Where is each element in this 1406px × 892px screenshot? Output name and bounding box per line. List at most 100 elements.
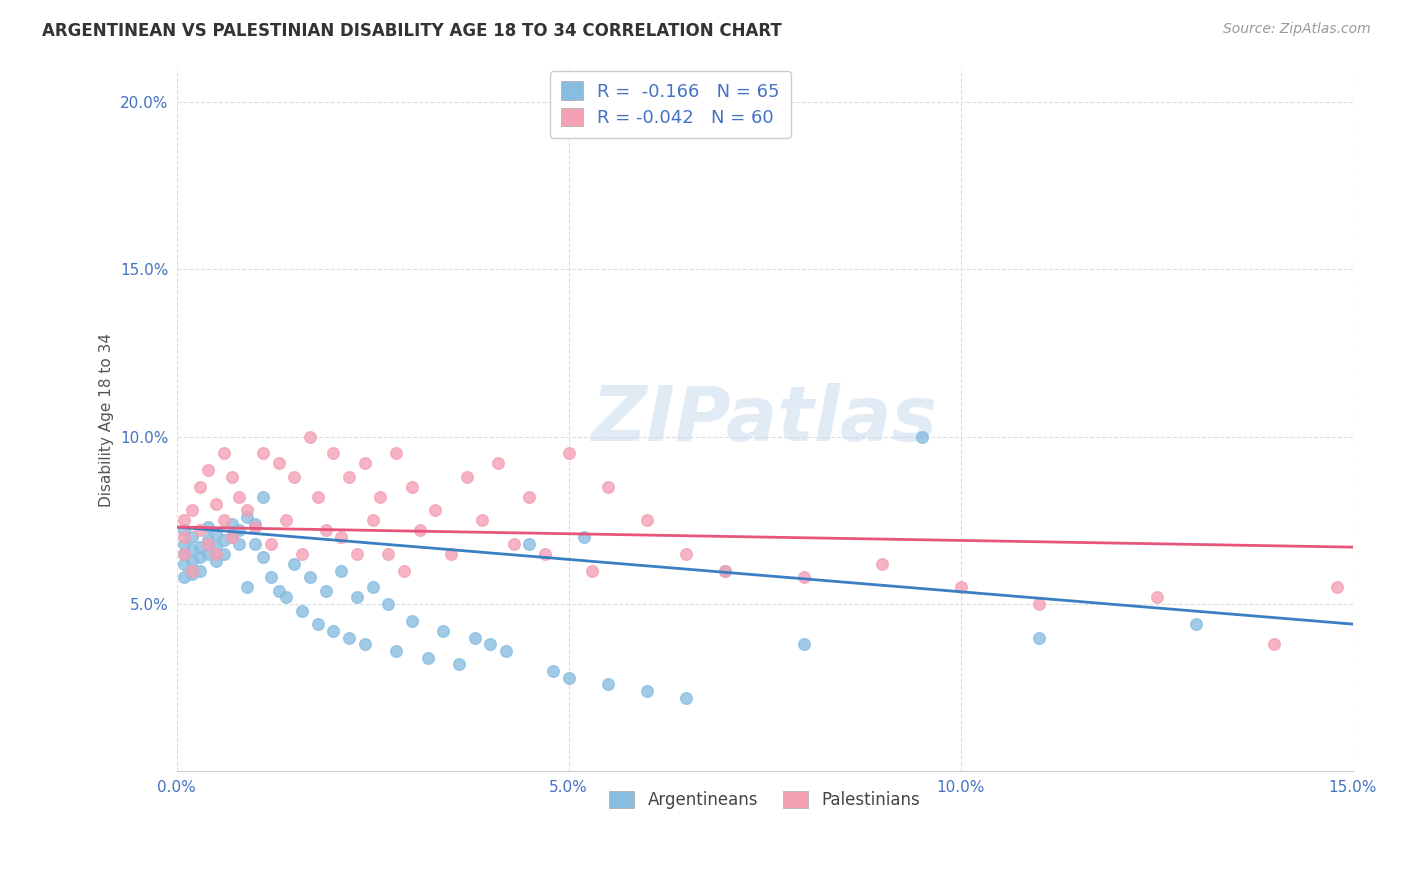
Point [440, 547, 463, 561]
Point [385, 644, 408, 658]
Point [636, 684, 658, 698]
Point [181, 530, 204, 544]
Point [181, 553, 204, 567]
Point [322, 624, 344, 638]
Point [212, 446, 235, 460]
Point [456, 470, 478, 484]
Point [197, 537, 219, 551]
Point [425, 503, 447, 517]
Point [221, 530, 243, 544]
Point [252, 550, 274, 565]
Point [252, 446, 274, 460]
Point [267, 583, 290, 598]
Point [212, 533, 235, 548]
Point [714, 564, 737, 578]
Point [205, 553, 228, 567]
Point [197, 533, 219, 548]
Point [260, 537, 283, 551]
Text: ARGENTINEAN VS PALESTINIAN DISABILITY AGE 18 TO 34 CORRELATION CHART: ARGENTINEAN VS PALESTINIAN DISABILITY AG… [42, 22, 782, 40]
Point [1263, 637, 1285, 651]
Point [181, 543, 204, 558]
Point [188, 550, 211, 565]
Point [267, 457, 290, 471]
Point [353, 457, 375, 471]
Point [173, 524, 195, 538]
Point [298, 430, 321, 444]
Point [486, 457, 509, 471]
Point [675, 547, 697, 561]
Point [337, 470, 360, 484]
Point [205, 540, 228, 554]
Point [291, 547, 314, 561]
Point [205, 526, 228, 541]
Point [283, 470, 305, 484]
Point [307, 490, 329, 504]
Point [872, 557, 894, 571]
Point [315, 524, 337, 538]
Point [432, 624, 454, 638]
Point [173, 570, 195, 584]
Point [502, 537, 524, 551]
Point [519, 537, 541, 551]
Point [581, 564, 603, 578]
Point [243, 537, 266, 551]
Point [1028, 631, 1050, 645]
Point [197, 463, 219, 477]
Point [205, 547, 228, 561]
Point [401, 614, 423, 628]
Point [361, 580, 384, 594]
Y-axis label: Disability Age 18 to 34: Disability Age 18 to 34 [100, 333, 114, 507]
Point [212, 547, 235, 561]
Point [385, 446, 408, 460]
Point [173, 557, 195, 571]
Point [401, 480, 423, 494]
Point [283, 557, 305, 571]
Point [675, 690, 697, 705]
Point [636, 513, 658, 527]
Point [276, 591, 298, 605]
Point [557, 671, 579, 685]
Point [574, 530, 596, 544]
Point [276, 513, 298, 527]
Point [173, 547, 195, 561]
Point [173, 547, 195, 561]
Point [557, 446, 579, 460]
Point [243, 516, 266, 531]
Point [236, 580, 259, 594]
Point [243, 520, 266, 534]
Point [596, 480, 619, 494]
Point [181, 564, 204, 578]
Point [212, 513, 235, 527]
Point [361, 513, 384, 527]
Point [330, 530, 353, 544]
Point [346, 591, 368, 605]
Point [377, 597, 399, 611]
Point [315, 583, 337, 598]
Point [228, 524, 250, 538]
Point [188, 524, 211, 538]
Point [173, 513, 195, 527]
Point [205, 497, 228, 511]
Point [534, 547, 557, 561]
Point [307, 617, 329, 632]
Point [471, 513, 494, 527]
Point [181, 503, 204, 517]
Point [188, 480, 211, 494]
Point [408, 524, 430, 538]
Point [479, 637, 502, 651]
Point [221, 530, 243, 544]
Point [228, 537, 250, 551]
Point [1185, 617, 1208, 632]
Point [228, 490, 250, 504]
Point [1326, 580, 1348, 594]
Point [793, 570, 815, 584]
Point [519, 490, 541, 504]
Point [221, 470, 243, 484]
Point [416, 650, 439, 665]
Point [298, 570, 321, 584]
Point [173, 530, 195, 544]
Point [221, 516, 243, 531]
Point [330, 564, 353, 578]
Point [291, 604, 314, 618]
Legend: Argentineans, Palestinians: Argentineans, Palestinians [603, 784, 927, 816]
